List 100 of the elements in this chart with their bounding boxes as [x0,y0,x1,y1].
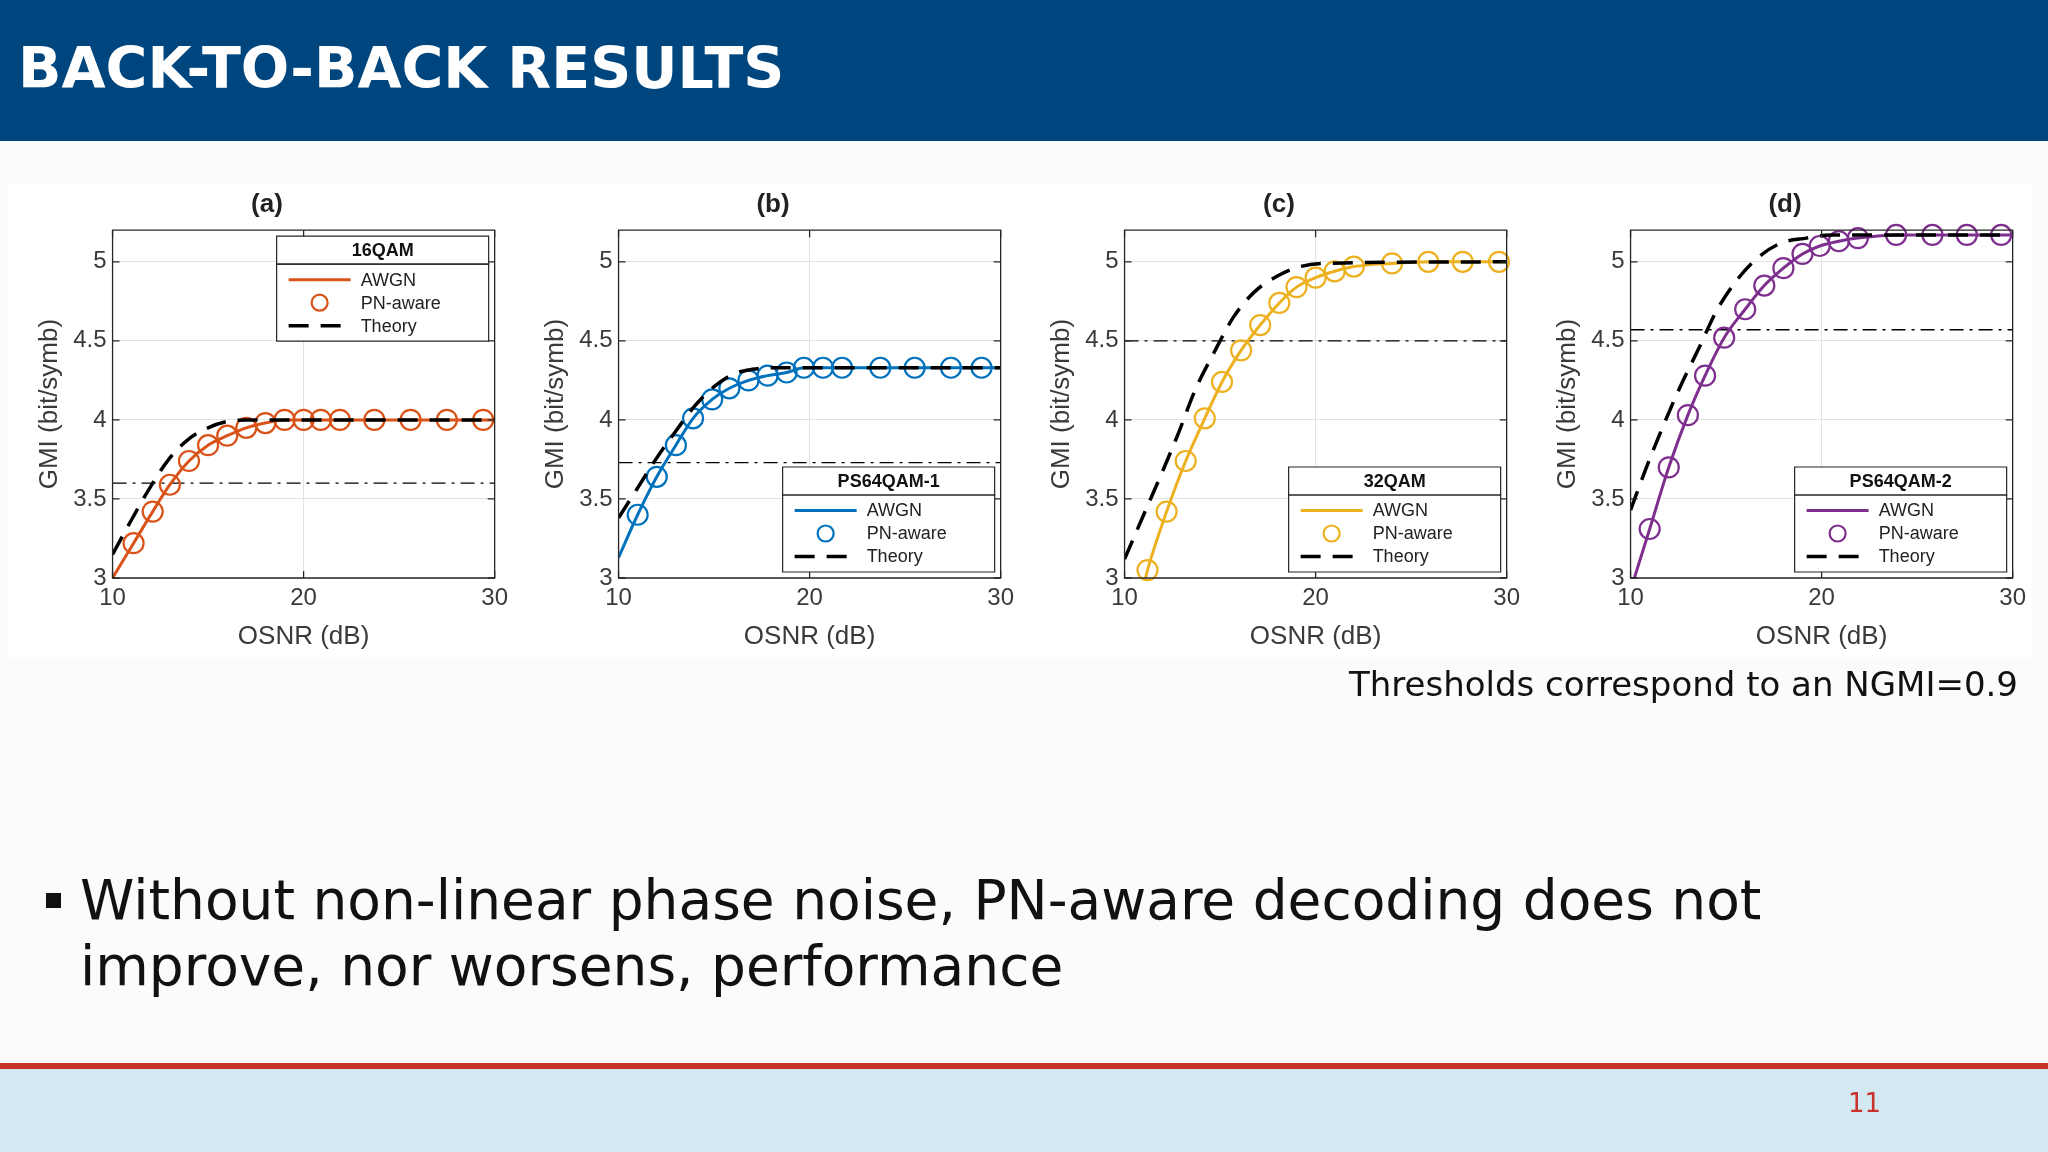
y-tick-label: 3.5 [73,483,107,511]
x-axis-title: OSNR (dB) [1755,619,1888,650]
legend-label: AWGN [1372,500,1428,521]
legend-label: Theory [1878,546,1935,567]
x-axis-title: OSNR (dB) [743,619,876,650]
x-tick-label: 20 [1302,583,1329,611]
chart-title: (c) [1263,187,1295,218]
y-tick-label: 5 [93,246,107,274]
y-tick-label: 4 [93,404,107,432]
legend-label: Theory [360,315,417,336]
point [1136,559,1159,582]
y-tick-label: 3.5 [1085,483,1119,511]
point [1713,326,1736,349]
y-tick-label: 4.5 [579,325,613,353]
point [399,408,422,432]
legend-title: 16QAM [351,240,414,261]
x-tick-label: 30 [1999,583,2026,611]
point [1268,291,1291,315]
point [177,449,201,473]
x-tick-label: 20 [796,583,823,611]
point [1657,456,1680,479]
point [701,388,724,411]
point [1990,223,2013,247]
point [1230,339,1253,362]
point [792,356,815,379]
point [1380,252,1404,275]
legend-label: PN-aware [866,523,947,544]
x-tick-label: 30 [987,583,1014,611]
point [1885,223,1908,247]
point [869,356,892,379]
point [254,411,277,435]
point [292,408,315,432]
point [830,356,854,379]
legend-label: PN-aware [1372,523,1453,544]
point [1693,364,1717,387]
point [1772,257,1795,280]
point [1193,407,1216,430]
point [1808,234,1831,258]
point [309,408,332,432]
legend-title: PS64QAM-2 [1849,470,1952,491]
point [645,465,668,488]
point [196,434,220,457]
legend-label: PN-aware [360,292,441,313]
legend-title: PS64QAM-1 [837,470,940,491]
point [1487,250,1511,273]
point [903,356,926,379]
y-tick-label: 5 [599,246,613,274]
point [1791,242,1814,266]
y-tick-label: 4 [1611,404,1625,432]
chart-title: (b) [756,187,790,218]
point [1174,449,1197,473]
point [1734,298,1757,321]
legend-label: Theory [1372,546,1429,567]
text: Thresholds correspond to an NGMI=0.9 [1349,664,2018,704]
point [939,356,963,379]
chart-title: (d) [1768,187,1802,218]
legend-label: PN-aware [1878,523,1959,544]
y-axis-title: GMI (bit/symb) [1550,318,1581,490]
y-tick-label: 5 [1105,246,1119,274]
x-tick-label: 30 [481,583,508,611]
point [1417,250,1440,273]
legend-label: AWGN [866,500,922,521]
line-series [618,365,1001,520]
point [1753,274,1776,297]
point [328,408,352,432]
y-tick-label: 4 [599,404,613,432]
y-tick-label: 4.5 [1591,325,1625,353]
point [1285,276,1308,299]
point [273,408,296,432]
text: Without non-linear phase noise, PN-aware decoding does not improve, nor worsens, performance [80,867,1763,999]
point [122,532,145,555]
point [1676,404,1699,427]
point [1304,266,1327,289]
point [1210,370,1234,394]
point [1155,500,1178,523]
point [737,369,760,392]
y-tick-label: 4 [1105,404,1119,432]
y-axis-title: GMI (bit/symb) [32,318,63,490]
chart-title: (a) [251,187,283,218]
y-tick-label: 5 [1611,246,1625,274]
point [1827,230,1850,253]
point [1451,250,1474,273]
point [664,434,687,457]
y-tick-label: 4.5 [1085,325,1119,353]
point [1323,260,1346,283]
x-tick-label: 30 [1493,583,1520,611]
x-tick-label: 20 [290,583,317,611]
point [141,500,164,523]
point [235,416,258,439]
point [1921,223,1944,247]
point [435,408,458,432]
y-tick-label: 3.5 [579,483,613,511]
point [718,377,741,400]
point [811,356,835,379]
point [158,473,181,496]
point [1638,517,1661,541]
legend-label: Theory [866,546,923,567]
point [775,361,798,384]
y-axis-title: GMI (bit/symb) [538,318,569,490]
y-tick-label: 3.5 [1591,483,1625,511]
